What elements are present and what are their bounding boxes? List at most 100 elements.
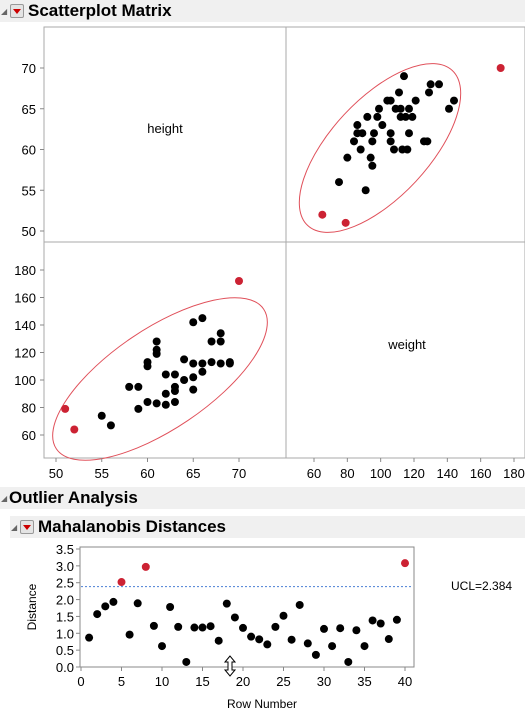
y-tick-label: 1.5: [56, 609, 74, 624]
y-tick-label: 0.0: [56, 660, 74, 675]
data-point: [263, 640, 272, 649]
scatterplot-matrix: height weight 50 55 60 65 70 60 80 100 120 140 160…: [14, 26, 525, 481]
x-tick-label-height: 65: [186, 466, 200, 481]
data-point: [392, 615, 401, 624]
data-point: [222, 599, 231, 608]
y-tick-label-weight: 60: [22, 428, 36, 443]
y-tick-label-weight: 80: [22, 401, 36, 416]
x-tick-label-weight: 140: [436, 466, 458, 481]
data-point: [358, 129, 367, 138]
x-tick-label-height: 50: [49, 466, 63, 481]
data-point: [149, 621, 158, 630]
outlier-point: [61, 404, 70, 413]
outlier-point: [496, 64, 505, 72]
data-point: [445, 104, 453, 113]
data-point: [450, 96, 458, 105]
data-point: [189, 359, 198, 368]
red-triangle-menu-icon[interactable]: [10, 4, 24, 18]
data-point: [134, 382, 143, 391]
data-point: [134, 404, 143, 413]
y-tick-label: 3.5: [56, 542, 74, 557]
data-point: [143, 358, 152, 367]
data-point: [343, 153, 352, 162]
data-point: [368, 161, 377, 170]
data-point: [161, 389, 170, 398]
data-point: [366, 153, 375, 162]
data-point: [180, 376, 189, 384]
data-point: [174, 622, 183, 631]
data-point: [152, 337, 161, 346]
x-tick-label-height: 70: [232, 466, 246, 481]
data-point: [214, 636, 223, 645]
y-tick-label-height: 65: [22, 102, 36, 117]
outlier-point: [70, 425, 79, 434]
y-axis-label: Distance: [25, 583, 39, 630]
data-point: [352, 626, 361, 635]
data-point: [336, 624, 345, 633]
chart-frame: [79, 546, 415, 668]
data-point: [189, 385, 198, 394]
x-tick-label: 25: [276, 674, 290, 689]
data-point: [170, 370, 179, 379]
data-point: [207, 358, 216, 367]
data-point: [180, 355, 189, 364]
data-point: [152, 399, 161, 408]
red-triangle-menu-icon[interactable]: [20, 520, 34, 534]
x-tick-label: 40: [398, 674, 412, 689]
data-point: [287, 635, 296, 644]
disclosure-triangle-icon[interactable]: ◢: [1, 6, 8, 16]
data-point: [423, 137, 432, 146]
data-point: [161, 400, 170, 409]
ucl-label: UCL=2.384: [451, 579, 512, 593]
data-point: [216, 337, 225, 346]
data-point: [97, 411, 106, 420]
y-tick-label-weight: 160: [14, 291, 36, 306]
data-point: [152, 345, 161, 354]
mahalanobis-header[interactable]: ◢ Mahalanobis Distances: [10, 516, 525, 538]
data-point: [405, 129, 413, 138]
data-point: [405, 104, 413, 113]
data-point: [133, 599, 142, 608]
data-point: [170, 398, 179, 406]
x-tick-label: 10: [155, 674, 169, 689]
resize-cursor-icon[interactable]: [223, 655, 237, 677]
data-point: [125, 630, 134, 639]
data-point: [93, 610, 102, 619]
x-tick-label-weight: 160: [470, 466, 492, 481]
data-point: [375, 104, 383, 113]
outlier-point: [401, 559, 409, 568]
mahalanobis-chart: 0.0 0.5 1.0 1.52.0 2.5 3.0 3.5 0 5 10 15 20 25 30 35 40…: [25, 542, 512, 711]
y-tick-label-height: 55: [22, 183, 36, 198]
outlier-analysis-header[interactable]: ◢ Outlier Analysis: [0, 487, 525, 509]
y-tick-label: 3.0: [56, 559, 74, 574]
data-point: [225, 358, 234, 367]
data-point: [400, 72, 408, 81]
data-point: [368, 137, 377, 146]
data-point: [376, 619, 385, 628]
data-point: [320, 624, 328, 633]
y-tick-label-height: 60: [22, 143, 36, 158]
scatterplot-matrix-header[interactable]: ◢ Scatterplot Matrix: [0, 0, 525, 22]
data-point: [384, 635, 393, 644]
outlier-point: [235, 277, 243, 285]
data-point: [368, 616, 377, 625]
x-tick-label-height: 55: [95, 466, 109, 481]
data-point: [370, 129, 378, 138]
density-ellipse: [298, 63, 462, 233]
data-point: [216, 329, 225, 338]
outlier-point: [341, 218, 350, 227]
disclosure-triangle-icon[interactable]: ◢: [11, 522, 18, 532]
data-point: [395, 88, 403, 97]
y-tick-label-weight: 100: [14, 373, 36, 388]
data-point: [335, 178, 343, 187]
disclosure-triangle-icon[interactable]: ◢: [1, 493, 8, 503]
data-point: [386, 129, 395, 138]
section-title: Mahalanobis Distances: [38, 517, 227, 536]
data-point: [363, 112, 372, 121]
data-point: [378, 121, 387, 130]
data-point: [143, 398, 152, 406]
x-tick-label-weight: 60: [307, 466, 321, 481]
y-tick-label: 2.0: [56, 593, 74, 608]
data-point: [161, 370, 170, 379]
data-point: [101, 602, 110, 611]
